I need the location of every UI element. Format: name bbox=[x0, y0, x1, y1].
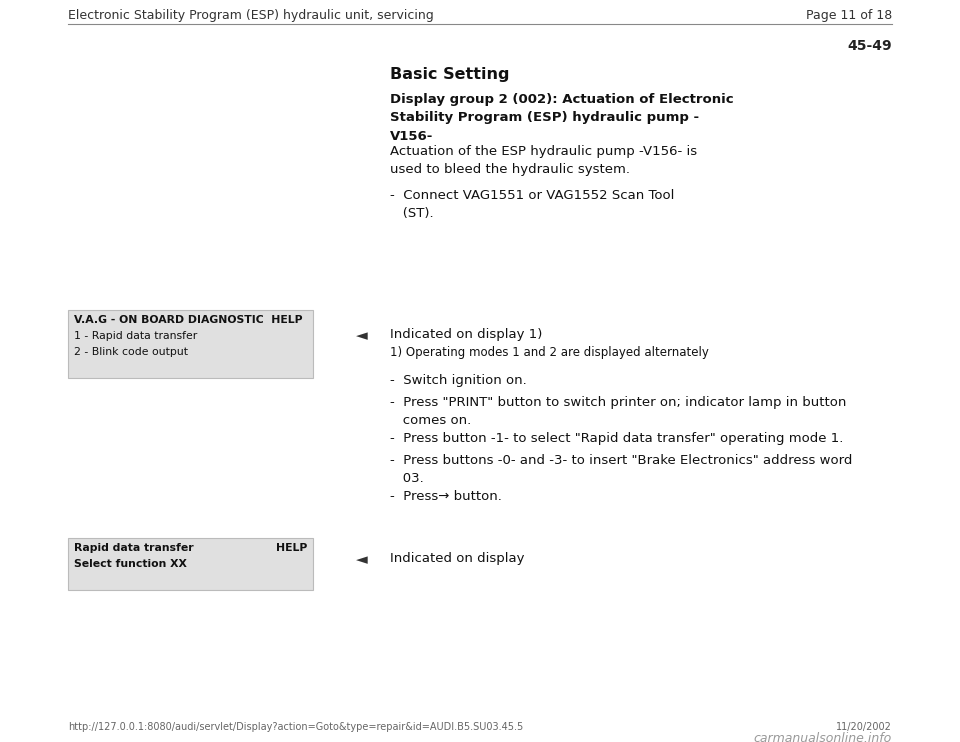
Text: -  Press buttons -0- and -3- to insert "Brake Electronics" address word
   03.: - Press buttons -0- and -3- to insert "B… bbox=[390, 454, 852, 485]
Text: ◄: ◄ bbox=[356, 328, 368, 343]
Text: Indicated on display: Indicated on display bbox=[390, 552, 524, 565]
Text: 11/20/2002: 11/20/2002 bbox=[836, 722, 892, 732]
Bar bbox=[68, 538, 313, 590]
Text: Actuation of the ESP hydraulic pump -V156- is
used to bleed the hydraulic system: Actuation of the ESP hydraulic pump -V15… bbox=[390, 145, 697, 176]
Text: ◄: ◄ bbox=[356, 552, 368, 567]
Text: 1 - Rapid data transfer: 1 - Rapid data transfer bbox=[74, 331, 197, 341]
Text: 45-49: 45-49 bbox=[848, 39, 892, 53]
Text: Electronic Stability Program (ESP) hydraulic unit, servicing: Electronic Stability Program (ESP) hydra… bbox=[68, 9, 434, 22]
Text: Rapid data transfer: Rapid data transfer bbox=[74, 543, 194, 553]
Text: -  Connect VAG1551 or VAG1552 Scan Tool
   (ST).: - Connect VAG1551 or VAG1552 Scan Tool (… bbox=[390, 189, 674, 220]
Text: Basic Setting: Basic Setting bbox=[390, 67, 510, 82]
Text: http://127.0.0.1:8080/audi/servlet/Display?action=Goto&type=repair&id=AUDI.B5.SU: http://127.0.0.1:8080/audi/servlet/Displ… bbox=[68, 722, 523, 732]
Text: Page 11 of 18: Page 11 of 18 bbox=[805, 9, 892, 22]
Text: HELP: HELP bbox=[276, 543, 307, 553]
Text: Display group 2 (002): Actuation of Electronic
Stability Program (ESP) hydraulic: Display group 2 (002): Actuation of Elec… bbox=[390, 93, 733, 143]
Text: carmanualsonline.info: carmanualsonline.info bbox=[754, 732, 892, 742]
Text: 1) Operating modes 1 and 2 are displayed alternately: 1) Operating modes 1 and 2 are displayed… bbox=[390, 346, 708, 359]
Text: -  Press button -1- to select "Rapid data transfer" operating mode 1.: - Press button -1- to select "Rapid data… bbox=[390, 432, 844, 445]
Text: 2 - Blink code output: 2 - Blink code output bbox=[74, 347, 188, 357]
Text: Select function XX: Select function XX bbox=[74, 559, 187, 569]
Text: V.A.G - ON BOARD DIAGNOSTIC  HELP: V.A.G - ON BOARD DIAGNOSTIC HELP bbox=[74, 315, 302, 325]
Bar bbox=[68, 310, 313, 378]
Text: Indicated on display 1): Indicated on display 1) bbox=[390, 328, 542, 341]
Text: -  Press→ button.: - Press→ button. bbox=[390, 490, 502, 503]
Text: -  Switch ignition on.: - Switch ignition on. bbox=[390, 374, 527, 387]
Text: -  Press "PRINT" button to switch printer on; indicator lamp in button
   comes : - Press "PRINT" button to switch printer… bbox=[390, 396, 847, 427]
